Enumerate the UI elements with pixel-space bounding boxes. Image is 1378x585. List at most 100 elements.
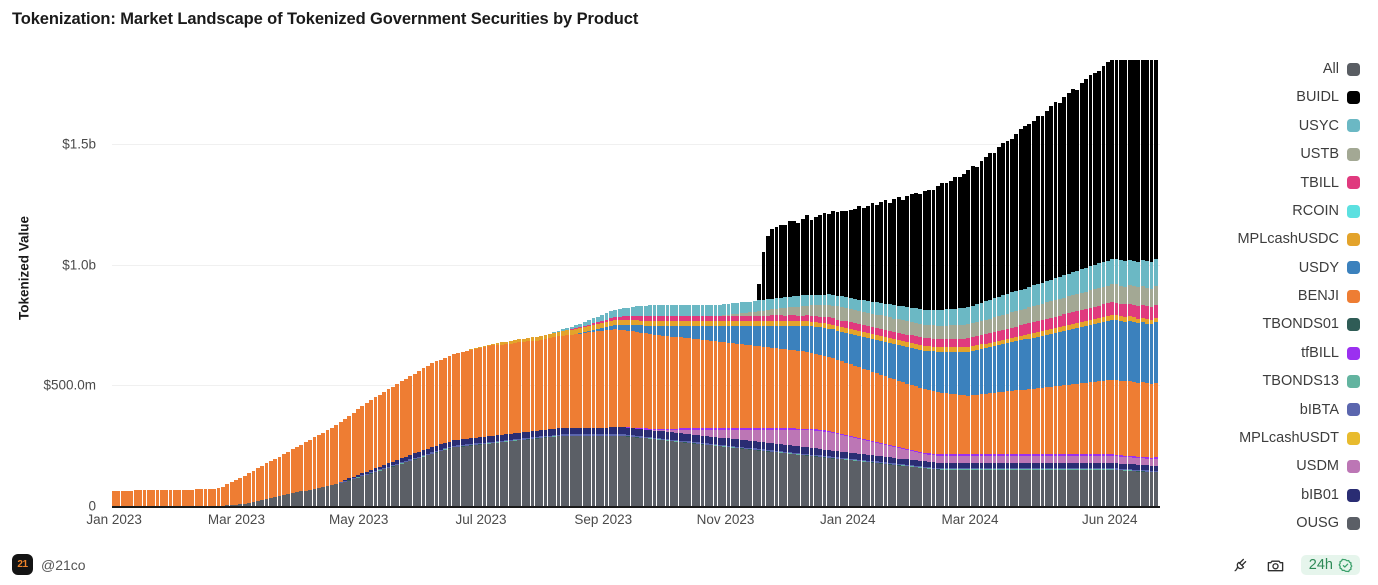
bar-segment-usyc [970,305,975,324]
bar-segment-usyc [704,305,709,317]
bar-segment-usdy [1027,338,1032,389]
bar-column [582,60,587,506]
bar-segment-ousg [848,460,853,506]
bar-segment-usyc [844,297,849,308]
bar-segment-usdy [1140,322,1145,383]
bar-segment-benji [547,338,552,430]
bar-segment-bib01 [478,437,482,444]
bar-segment-benji [482,347,487,437]
legend-item-bibta[interactable]: bIBTA [1178,396,1360,424]
bar-segment-ousg [412,459,417,506]
bar-segment-usdy [922,350,927,390]
bar-column [438,60,443,506]
bar-segment-buidl [1040,115,1045,283]
bar-segment-benji [796,350,801,429]
legend-item-rcoin[interactable]: RCOIN [1178,197,1360,225]
bar-segment-tbill [635,316,639,321]
bar-segment-benji [203,489,208,506]
bar-segment-ousg [255,500,260,506]
camera-icon[interactable] [1266,556,1285,575]
bar-segment-ustb [953,325,958,339]
bar-column [909,60,914,506]
legend-item-buidl[interactable]: BUIDL [1178,83,1360,111]
legend-item-tbill[interactable]: TBILL [1178,169,1360,197]
legend-item-label: OUSG [1296,515,1339,532]
bar-column [713,60,718,506]
bar-column [826,60,831,506]
bar-segment-buidl [1079,83,1084,270]
legend-item-bib01[interactable]: bIB01 [1178,481,1360,509]
legend-item-tfbill[interactable]: tfBILL [1178,339,1360,367]
bar-segment-usdm [1062,455,1067,463]
bar-segment-bib01 [465,438,469,445]
bar-column [1149,59,1154,506]
bar-segment-buidl [818,214,823,295]
bar-segment-tfbill [792,428,796,430]
bar-segment-mplcashusdc [953,347,958,353]
bar-segment-bib01 [696,435,700,443]
bar-segment-usyc [787,296,792,308]
bar-column [356,60,360,506]
bar-segment-mplcashusdc [783,321,788,326]
bar-segment-mplcashusdc [517,339,522,343]
bar-segment-buidl [931,189,936,310]
bar-column [499,60,504,506]
bar-segment-buidl [1136,60,1141,262]
bar-segment-usdy [752,325,757,346]
bar-segment-ousg [927,468,932,506]
plot-area[interactable] [112,59,1160,508]
bar-segment-usdm [774,429,779,444]
legend-item-mplcashusdt[interactable]: MPLcashUSDT [1178,424,1360,452]
bar-segment-tbill [1127,303,1132,317]
bar-segment-bibta [892,463,897,465]
legend-item-usdy[interactable]: USDY [1178,254,1360,282]
bar-segment-bib01 [983,462,988,469]
legend-item-ustb[interactable]: USTB [1178,140,1360,168]
legend-item-mplcashusdc[interactable]: MPLcashUSDC [1178,225,1360,253]
bar-segment-benji [809,352,814,429]
plug-icon[interactable] [1231,556,1250,575]
bar-column [360,60,365,506]
bar-segment-bib01 [909,459,914,466]
bar-segment-bib01 [1018,462,1023,469]
bar-segment-tbill [949,338,953,348]
bar-segment-benji [848,364,853,436]
bar-segment-tfbill [700,428,705,430]
legend-item-ousg[interactable]: OUSG [1178,509,1360,535]
y-axis-tick-label: 0 [88,498,96,514]
legend-item-tbonds13[interactable]: TBONDS13 [1178,367,1360,395]
bar-segment-bib01 [848,452,853,459]
bar-segment-usyc [1010,292,1014,313]
bar-segment-benji [752,345,757,429]
bar-segment-benji [870,371,875,441]
chart-controls[interactable]: 24h [1231,555,1360,575]
bar-segment-buidl [809,219,814,295]
bar-segment-usdy [670,325,674,337]
bar-segment-usyc [761,299,766,311]
bar-segment-usdm [931,455,936,463]
bar-segment-tbill [639,316,644,321]
bar-segment-usdy [1079,326,1084,384]
bar-column [870,60,875,506]
bar-segment-benji [1023,389,1027,455]
bar-segment-mplcashusdc [1066,324,1071,330]
legend-item-usyc[interactable]: USYC [1178,112,1360,140]
legend-item-benji[interactable]: BENJI [1178,282,1360,310]
bar-segment-mplcashusdc [635,320,639,326]
bar-segment-tbill [595,322,600,325]
legend-item-tbonds01[interactable]: TBONDS01 [1178,311,1360,339]
bar-segment-ustb [957,324,962,339]
bar-segment-usdy [896,344,901,381]
bar-column [203,60,208,506]
bar-segment-benji [835,359,840,433]
bar-segment-benji [299,444,304,492]
legend[interactable]: All BUIDL USYC USTB TBILL RCOIN MPLcashUSDC USD… [1178,55,1360,535]
timeframe-badge[interactable]: 24h [1300,555,1360,575]
bar-segment-benji [866,370,870,440]
bar-segment-usyc [617,308,622,317]
bar-segment-usdy [918,349,923,388]
legend-item-all[interactable]: All [1178,55,1360,83]
bar-segment-bib01 [604,427,609,435]
legend-item-usdm[interactable]: USDM [1178,452,1360,480]
bar-segment-ousg [526,439,530,506]
